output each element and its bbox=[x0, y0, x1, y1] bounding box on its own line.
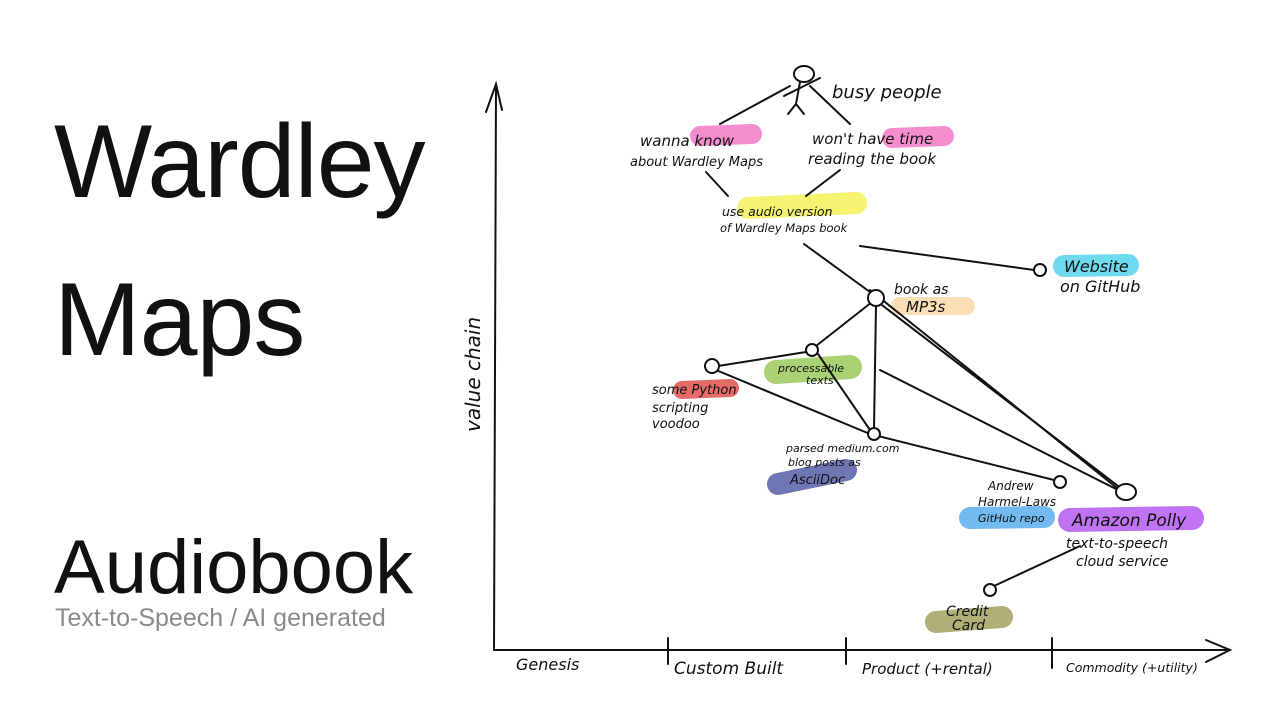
parsed-line3: AsciiDoc bbox=[789, 473, 845, 488]
polly-line3: cloud service bbox=[1076, 554, 1169, 570]
highlight-audio bbox=[737, 192, 867, 219]
texts-line2: texts bbox=[806, 374, 834, 387]
andrew-line2: Harmel-Laws bbox=[978, 495, 1056, 509]
highlight-parsed bbox=[767, 459, 857, 495]
link-time-audio bbox=[805, 169, 841, 197]
user-figure bbox=[783, 65, 821, 115]
stage-genesis: Genesis bbox=[516, 655, 579, 674]
andrew-line3: GitHub repo bbox=[978, 512, 1045, 525]
caption: Text-to-Speech / AI generated bbox=[55, 604, 386, 632]
need-know-line2: about Wardley Maps bbox=[630, 155, 763, 170]
need-know-line1: wanna know bbox=[640, 132, 735, 150]
stage-product: Product (+rental) bbox=[862, 660, 993, 678]
mp3-line2: MP3s bbox=[906, 298, 946, 316]
link-user-time bbox=[809, 85, 851, 125]
highlight-credit bbox=[925, 606, 1013, 633]
y-axis bbox=[493, 85, 497, 651]
highlight-python bbox=[673, 379, 739, 399]
highlight-know bbox=[690, 124, 762, 146]
mp3-line1: book as bbox=[894, 282, 948, 298]
node-python bbox=[704, 358, 720, 374]
y-axis-label: value chain bbox=[461, 317, 485, 432]
link-texts-polly bbox=[879, 369, 1119, 491]
credit-line2: Card bbox=[952, 618, 985, 634]
link-polly-credit bbox=[993, 545, 1081, 587]
highlight-time bbox=[882, 126, 954, 148]
stage-custom: Custom Built bbox=[674, 659, 784, 679]
link-mp3-parsed bbox=[873, 305, 877, 429]
node-polly bbox=[1115, 483, 1137, 501]
audio-line2: of Wardley Maps book bbox=[720, 221, 849, 235]
website-line1: Website bbox=[1064, 257, 1129, 276]
need-time-line1: won't have time bbox=[812, 130, 933, 148]
need-time-line2: reading the book bbox=[808, 150, 937, 168]
polly-line1: Amazon Polly bbox=[1071, 511, 1187, 531]
highlight-andrew bbox=[959, 506, 1055, 529]
link-texts-python bbox=[717, 351, 807, 367]
node-credit bbox=[983, 583, 997, 597]
link-parsed-andrew bbox=[877, 435, 1055, 481]
x-axis-arrow bbox=[1205, 639, 1233, 663]
parsed-line2: blog posts as bbox=[788, 456, 861, 469]
title-line-2: Maps bbox=[54, 262, 305, 378]
link-audio-website bbox=[859, 245, 1035, 271]
link-know-audio bbox=[705, 171, 729, 197]
node-mp3 bbox=[867, 289, 885, 307]
highlight-texts bbox=[764, 355, 862, 384]
stage-commodity: Commodity (+utility) bbox=[1066, 660, 1198, 675]
link-mp3-texts bbox=[815, 301, 873, 347]
texts-line1: processable bbox=[777, 362, 844, 375]
subtitle: Audiobook bbox=[54, 525, 414, 610]
node-website bbox=[1033, 263, 1047, 277]
node-parsed bbox=[867, 427, 881, 441]
highlight-polly bbox=[1058, 506, 1204, 532]
link-audio-mp3 bbox=[803, 243, 871, 293]
node-texts bbox=[805, 343, 819, 357]
andrew-line1: Andrew bbox=[987, 479, 1034, 493]
link-audio-polly bbox=[869, 289, 1123, 493]
credit-line1: Credit bbox=[946, 604, 989, 620]
website-line2: on GitHub bbox=[1060, 277, 1140, 296]
link-mp3-polly bbox=[877, 301, 1119, 487]
link-user-know bbox=[719, 85, 791, 125]
node-andrew bbox=[1053, 475, 1067, 489]
link-python-parsed bbox=[715, 369, 871, 435]
audio-line1: use audio version bbox=[722, 204, 833, 219]
parsed-line1: parsed medium.com bbox=[785, 442, 899, 455]
python-line3: voodoo bbox=[652, 417, 700, 432]
highlight-website bbox=[1053, 254, 1139, 277]
y-axis-arrow bbox=[485, 80, 503, 113]
user-label: busy people bbox=[832, 82, 942, 103]
python-line1: some Python bbox=[652, 383, 737, 398]
title-line-1: Wardley bbox=[54, 104, 426, 220]
python-line2: scripting bbox=[652, 401, 708, 416]
polly-line2: text-to-speech bbox=[1066, 536, 1168, 552]
link-texts-parsed bbox=[817, 353, 871, 431]
